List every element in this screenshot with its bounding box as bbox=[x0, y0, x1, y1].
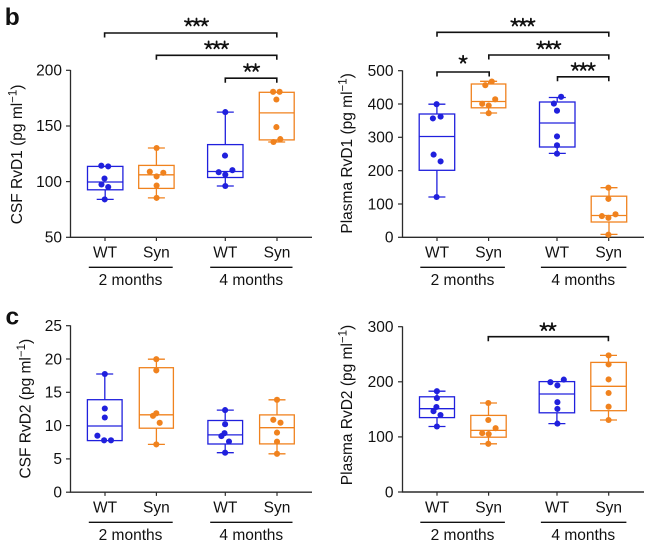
svg-text:WT: WT bbox=[545, 500, 570, 517]
svg-text:Plasma RvD1 (pg ml−1): Plasma RvD1 (pg ml−1) bbox=[337, 73, 356, 233]
svg-text:4 months: 4 months bbox=[219, 527, 283, 544]
svg-text:CSF RvD2 (pg ml−1): CSF RvD2 (pg ml−1) bbox=[16, 339, 34, 479]
svg-text:Syn: Syn bbox=[264, 245, 291, 262]
svg-text:200: 200 bbox=[368, 163, 394, 180]
svg-text:100: 100 bbox=[368, 196, 394, 213]
svg-text:WT: WT bbox=[93, 500, 118, 517]
svg-text:5: 5 bbox=[53, 451, 62, 468]
svg-text:WT: WT bbox=[93, 245, 118, 262]
svg-text:4 months: 4 months bbox=[219, 272, 283, 289]
svg-text:400: 400 bbox=[368, 96, 394, 113]
svg-text:CSF RvD1 (pg ml−1): CSF RvD1 (pg ml−1) bbox=[7, 85, 26, 225]
svg-text:20: 20 bbox=[45, 351, 63, 368]
svg-text:300: 300 bbox=[368, 319, 394, 336]
svg-text:WT: WT bbox=[425, 245, 450, 262]
svg-text:0: 0 bbox=[385, 484, 394, 501]
svg-text:100: 100 bbox=[36, 174, 62, 191]
svg-text:Syn: Syn bbox=[475, 245, 502, 262]
svg-text:Syn: Syn bbox=[143, 245, 170, 262]
svg-text:Syn: Syn bbox=[264, 500, 291, 517]
svg-text:2 months: 2 months bbox=[99, 527, 163, 544]
svg-text:0: 0 bbox=[53, 485, 62, 502]
svg-text:150: 150 bbox=[36, 118, 62, 135]
svg-text:200: 200 bbox=[368, 374, 394, 391]
svg-text:100: 100 bbox=[368, 429, 394, 446]
svg-text:WT: WT bbox=[213, 245, 238, 262]
svg-text:WT: WT bbox=[213, 500, 238, 517]
svg-text:Syn: Syn bbox=[475, 500, 502, 517]
svg-text:Syn: Syn bbox=[595, 245, 622, 262]
svg-text:300: 300 bbox=[368, 130, 394, 147]
svg-text:Syn: Syn bbox=[143, 500, 170, 517]
svg-text:Syn: Syn bbox=[595, 500, 622, 517]
svg-text:200: 200 bbox=[36, 63, 62, 80]
svg-text:2 months: 2 months bbox=[99, 272, 163, 289]
svg-text:25: 25 bbox=[45, 318, 62, 335]
svg-text:0: 0 bbox=[385, 230, 394, 247]
svg-text:c: c bbox=[6, 303, 20, 330]
svg-text:50: 50 bbox=[45, 230, 63, 247]
svg-text:4 months: 4 months bbox=[551, 527, 615, 544]
svg-text:15: 15 bbox=[45, 385, 62, 402]
svg-text:Plasma RvD2 (pg ml−1): Plasma RvD2 (pg ml−1) bbox=[338, 325, 357, 485]
svg-text:WT: WT bbox=[425, 500, 450, 517]
svg-text:10: 10 bbox=[45, 418, 63, 435]
svg-text:4 months: 4 months bbox=[551, 272, 615, 289]
svg-text:2 months: 2 months bbox=[431, 527, 495, 544]
svg-text:b: b bbox=[5, 4, 20, 31]
svg-text:2 months: 2 months bbox=[431, 272, 495, 289]
svg-text:500: 500 bbox=[368, 63, 394, 80]
svg-text:WT: WT bbox=[545, 245, 570, 262]
